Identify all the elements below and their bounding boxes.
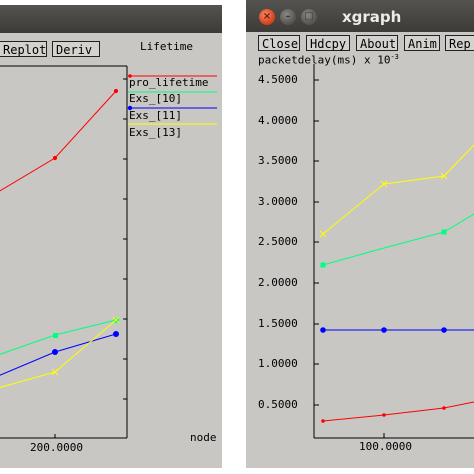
yellow-series-point — [440, 172, 448, 180]
left-series-pro-lifetime — [0, 88, 119, 192]
red-series-point — [382, 413, 386, 417]
right-xgraph-window: × – □ xgraph Close Hdcpy About Anim Rep … — [246, 0, 474, 468]
left-window-titlebar[interactable] — [0, 5, 222, 33]
right-y-tick-label: 2.5000 — [258, 235, 298, 248]
right-y-axis-ticks — [314, 79, 385, 438]
left-y-axis-label: Lifetime — [140, 40, 193, 53]
window-title: xgraph — [342, 8, 402, 26]
right-series-green — [320, 213, 474, 268]
legend-label-pro-lifetime: pro_lifetime — [129, 76, 209, 89]
right-y-tick-label: 3.0000 — [258, 195, 298, 208]
close-window-icon[interactable]: × — [259, 9, 275, 25]
right-x-tick-label: 100.0000 — [359, 440, 412, 453]
green-series-line — [322, 213, 474, 266]
left-plot-area — [0, 65, 217, 439]
blue-series-point — [320, 327, 326, 333]
legend-marker-pro-lifetime — [128, 74, 132, 78]
right-plot-area — [313, 64, 474, 439]
legend-label-exs-10: Exs_[10] — [129, 92, 182, 105]
left-x-tick-label: 200.0000 — [30, 441, 83, 454]
exs-13-point — [51, 368, 59, 376]
left-plot-frame — [0, 65, 128, 439]
pro-lifetime-point — [113, 88, 119, 94]
right-plot-frame — [313, 64, 474, 439]
replot-button[interactable]: Replot — [0, 41, 47, 57]
left-series-exs-11 — [0, 331, 119, 376]
right-window-titlebar[interactable]: × – □ xgraph — [246, 0, 474, 32]
right-series-blue — [320, 327, 474, 333]
right-y-tick-label: 3.5000 — [258, 154, 298, 167]
green-series-point — [320, 262, 326, 268]
right-y-tick-label: 4.5000 — [258, 73, 298, 86]
right-y-tick-label: 2.0000 — [258, 276, 298, 289]
exs-13-point — [112, 316, 120, 324]
left-xgraph-window: Replot Deriv Lifetime node 200.0000 — [0, 5, 222, 468]
about-button[interactable]: About — [356, 35, 398, 51]
maximize-window-icon[interactable]: □ — [301, 9, 317, 25]
pro-lifetime-line — [0, 90, 117, 192]
hdcpy-button[interactable]: Hdcpy — [306, 35, 350, 51]
right-y-tick-label: 1.5000 — [258, 317, 298, 330]
deriv-button[interactable]: Deriv — [52, 41, 100, 57]
right-y-tick-label: 0.5000 — [258, 398, 298, 411]
left-series-exs-13 — [0, 316, 120, 388]
right-series-red — [321, 401, 474, 423]
exs-10-point — [53, 333, 58, 338]
legend-marker-exs-11 — [127, 105, 133, 111]
rep-button[interactable]: Rep — [445, 35, 474, 51]
red-series-point — [442, 406, 446, 410]
green-series-point — [441, 229, 447, 235]
right-series-yellow — [319, 144, 474, 238]
minimize-window-icon[interactable]: – — [280, 9, 296, 25]
right-y-tick-label: 4.0000 — [258, 114, 298, 127]
close-button[interactable]: Close — [258, 35, 300, 51]
exs-13-line — [0, 319, 117, 388]
window-gap — [222, 0, 246, 474]
left-legend — [127, 74, 217, 125]
left-series-exs-10 — [0, 318, 119, 355]
left-y-axis-ticks — [54, 78, 127, 438]
right-y-axis-label-text: packetdelay(ms) x 10 — [258, 53, 391, 67]
right-y-axis-label: packetdelay(ms) x 10-3 — [258, 51, 399, 67]
blue-series-point — [441, 327, 447, 333]
yellow-series-point — [380, 180, 388, 188]
yellow-series-point — [319, 230, 327, 238]
exs-11-point — [52, 349, 58, 355]
yellow-series-line — [322, 144, 474, 235]
blue-series-point — [381, 327, 387, 333]
red-series-line — [322, 401, 474, 422]
right-y-tick-label: 1.0000 — [258, 357, 298, 370]
anim-button[interactable]: Anim — [404, 35, 440, 51]
exs-11-point — [113, 331, 119, 337]
red-series-point — [321, 419, 325, 423]
left-x-axis-label: node — [190, 431, 217, 444]
pro-lifetime-point — [52, 155, 58, 161]
legend-label-exs-11: Exs_[11] — [129, 109, 182, 122]
legend-label-exs-13: Exs_[13] — [129, 126, 182, 139]
right-y-axis-label-exponent: -3 — [390, 53, 399, 61]
